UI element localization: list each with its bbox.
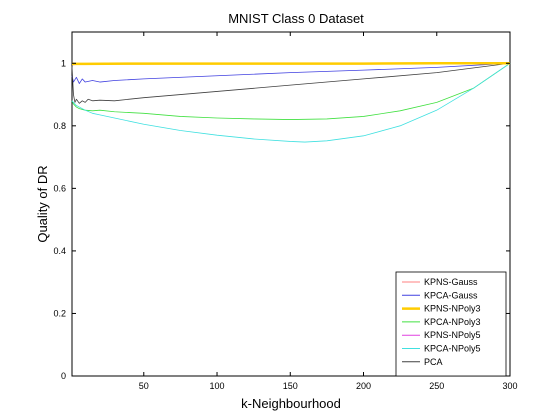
legend-label: PCA xyxy=(424,357,443,367)
legend-label: KPCA-Gauss xyxy=(424,290,478,300)
legend: KPNS-Gauss KPCA-Gauss KPNS-NPoly3 KPCA-NPol… xyxy=(395,271,507,377)
series-line-kpns-npoly3 xyxy=(72,62,510,66)
x-tick-label: 100 xyxy=(210,381,225,391)
y-tick-label: 0 xyxy=(61,371,66,381)
x-tick-label: 50 xyxy=(139,381,149,391)
legend-label: KPNS-NPoly5 xyxy=(424,330,481,340)
x-axis-label: k-Neighbourhood xyxy=(241,396,341,411)
ticks-layer: 50 100 150 200 250 300 0 0.2 0.4 0.6 0.8 1 xyxy=(53,32,518,391)
chart-title: MNIST Class 0 Dataset xyxy=(228,11,364,26)
x-tick-label: 200 xyxy=(356,381,371,391)
legend-label: KPCA-NPoly3 xyxy=(424,317,481,327)
y-axis-label: Quality of DR xyxy=(35,165,50,242)
legend-label: KPNS-Gauss xyxy=(424,277,478,287)
series-line-pca xyxy=(71,62,511,104)
legend-label: KPCA-NPoly5 xyxy=(424,344,481,354)
series-line-kpca-npoly3 xyxy=(71,62,511,120)
x-tick-label: 250 xyxy=(429,381,444,391)
plot-area: 50 100 150 200 250 300 0 0.2 0.4 0.6 0.8 1 xyxy=(53,31,518,391)
series-layer xyxy=(71,62,511,143)
legend-label: KPNS-NPoly3 xyxy=(424,304,481,314)
series-line-kpca-npoly5 xyxy=(71,62,511,143)
series-line-kpca-gauss xyxy=(71,62,511,84)
y-tick-label: 1 xyxy=(61,58,66,68)
y-tick-label: 0.4 xyxy=(53,246,66,256)
x-tick-label: 150 xyxy=(283,381,298,391)
y-tick-label: 0.8 xyxy=(53,121,66,131)
y-tick-label: 0.6 xyxy=(53,183,66,193)
x-tick-label: 300 xyxy=(502,381,517,391)
y-tick-label: 0.2 xyxy=(53,308,66,318)
legend-box xyxy=(395,271,507,377)
